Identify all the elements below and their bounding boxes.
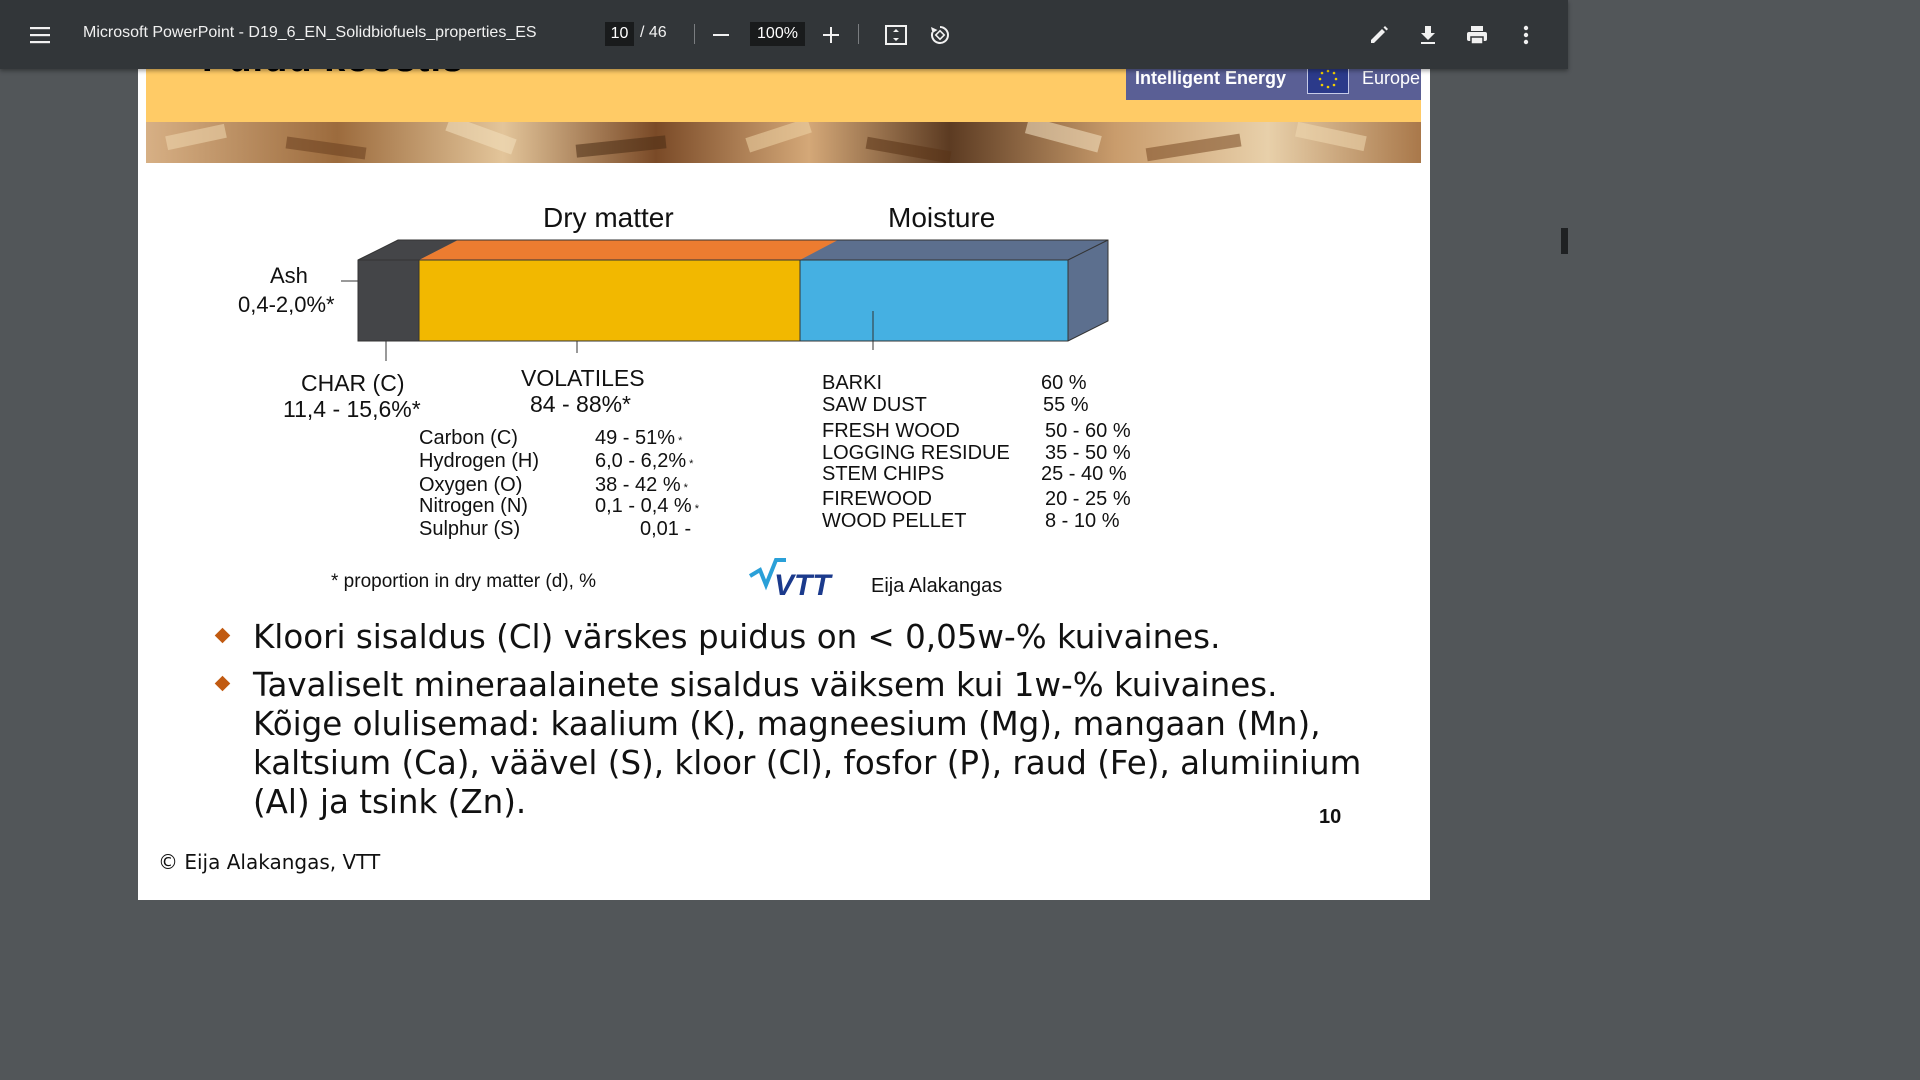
moisture-item-value: 50 - 60 % xyxy=(1045,420,1131,442)
zoom-out-icon[interactable] xyxy=(705,18,739,52)
bullet-diamond-icon xyxy=(214,675,231,692)
element-footnote-mark: * xyxy=(678,435,683,447)
moisture-item-name: STEM CHIPS xyxy=(822,463,945,485)
page-number-input[interactable]: 10 xyxy=(605,22,634,46)
vtt-logo: VTT xyxy=(748,558,833,602)
moisture-item-name: BARKI xyxy=(822,372,883,394)
bullet-item: Tavaliselt mineraalainete sisaldus väiks… xyxy=(213,666,1373,822)
moisture-item-value: 8 - 10 % xyxy=(1045,510,1120,532)
element-value-text: 6,0 - 6,2% xyxy=(595,450,687,472)
char-segment xyxy=(358,260,419,341)
bullet-text: Tavaliselt mineraalainete sisaldus väiks… xyxy=(253,666,1362,821)
pdf-toolbar: Microsoft PowerPoint - D19_6_EN_Solidbio… xyxy=(0,0,1568,69)
element-value: 38 - 42 % * xyxy=(595,474,688,497)
dry-matter-label: Dry matter xyxy=(543,202,674,233)
ash-label: Ash xyxy=(270,263,308,288)
element-footnote-mark: * xyxy=(694,503,699,515)
wood-chips-photo xyxy=(146,122,1421,163)
element-value: 0,01 - xyxy=(640,518,694,541)
download-icon[interactable] xyxy=(1411,18,1445,52)
element-name: Sulphur (S) xyxy=(419,518,521,540)
element-value-text: 0,01 - xyxy=(640,518,692,540)
page-total: / 46 xyxy=(640,24,667,41)
ash-value: 0,4-2,0%* xyxy=(238,292,335,317)
bullet-text: Kloori sisaldus (Cl) värskes puidus on <… xyxy=(253,618,1221,656)
zoom-input[interactable]: 100% xyxy=(750,22,805,46)
moisture-item-name: FRESH WOOD xyxy=(822,420,960,442)
element-footnote-mark: * xyxy=(683,482,688,494)
moisture-item-value: 35 - 50 % xyxy=(1045,442,1131,464)
slide-page-number: 10 xyxy=(1319,806,1342,828)
edit-icon[interactable] xyxy=(1362,18,1396,52)
moisture-segment xyxy=(800,260,1068,341)
print-icon[interactable] xyxy=(1460,18,1494,52)
rotate-icon[interactable] xyxy=(923,18,957,52)
document-title: Microsoft PowerPoint - D19_6_EN_Solidbio… xyxy=(83,24,537,41)
menu-icon[interactable] xyxy=(24,18,58,52)
more-icon[interactable] xyxy=(1509,18,1543,52)
moisture-item-value: 55 % xyxy=(1043,394,1089,416)
eu-flag-icon xyxy=(1307,65,1349,94)
moisture-item-value: 60 % xyxy=(1041,372,1087,394)
bullet-list: Kloori sisaldus (Cl) värskes puidus on <… xyxy=(213,618,1373,831)
bar-side xyxy=(1068,240,1108,341)
element-value-text: 38 - 42 % xyxy=(595,474,681,496)
element-name: Carbon (C) xyxy=(419,427,518,449)
moisture-item-name: SAW DUST xyxy=(822,394,927,416)
volatiles-label: VOLATILES xyxy=(521,365,645,391)
bar-top-char xyxy=(358,240,458,260)
toolbar-divider xyxy=(858,24,859,44)
copyright: © Eija Alakangas, VTT xyxy=(158,850,381,874)
element-name: Oxygen (O) xyxy=(419,474,523,496)
vtt-logo-text: VTT xyxy=(774,569,833,602)
moisture-item-name: FIREWOOD xyxy=(822,488,932,510)
moisture-item-name: WOOD PELLET xyxy=(822,510,967,532)
element-footnote-mark: * xyxy=(689,458,694,470)
bullet-diamond-icon xyxy=(214,627,231,644)
moisture-item-value: 20 - 25 % xyxy=(1045,488,1131,510)
element-value: 6,0 - 6,2% * xyxy=(595,450,693,473)
zoom-in-icon[interactable] xyxy=(814,18,848,52)
wood-composition-diagram: VTT xyxy=(341,239,1109,602)
moisture-label: Moisture xyxy=(888,202,996,233)
volatiles-value: 84 - 88%* xyxy=(530,391,632,417)
toolbar-divider xyxy=(694,24,695,44)
pdf-page: Puidu koostis Intelligent Energy Europe xyxy=(138,30,1430,900)
logo-region: Europe xyxy=(1362,68,1421,88)
char-value: 11,4 - 15,6%* xyxy=(283,396,421,422)
leader-lines xyxy=(341,280,874,361)
char-label: CHAR (C) xyxy=(301,370,405,396)
logo-text: Intelligent Energy xyxy=(1135,68,1287,88)
fit-page-icon[interactable] xyxy=(879,18,913,52)
element-value: 49 - 51% * xyxy=(595,427,682,450)
element-value-text: 49 - 51% xyxy=(595,427,676,449)
element-value: 0,1 - 0,4 % * xyxy=(595,495,699,518)
author-name: Eija Alakangas xyxy=(871,575,1003,597)
footnote: * proportion in dry matter (d), % xyxy=(331,571,597,592)
element-value-text: 0,1 - 0,4 % xyxy=(595,495,692,517)
bar-top-volatiles xyxy=(419,240,838,260)
moisture-item-name: LOGGING RESIDUE xyxy=(822,442,1010,464)
element-name: Nitrogen (N) xyxy=(419,495,528,517)
volatiles-segment xyxy=(419,260,800,341)
scrollbar-thumb[interactable] xyxy=(1561,228,1568,254)
bar-outline xyxy=(357,239,1109,342)
moisture-item-value: 25 - 40 % xyxy=(1041,463,1127,485)
element-name: Hydrogen (H) xyxy=(419,450,540,472)
bullet-item: Kloori sisaldus (Cl) värskes puidus on <… xyxy=(213,618,1373,657)
